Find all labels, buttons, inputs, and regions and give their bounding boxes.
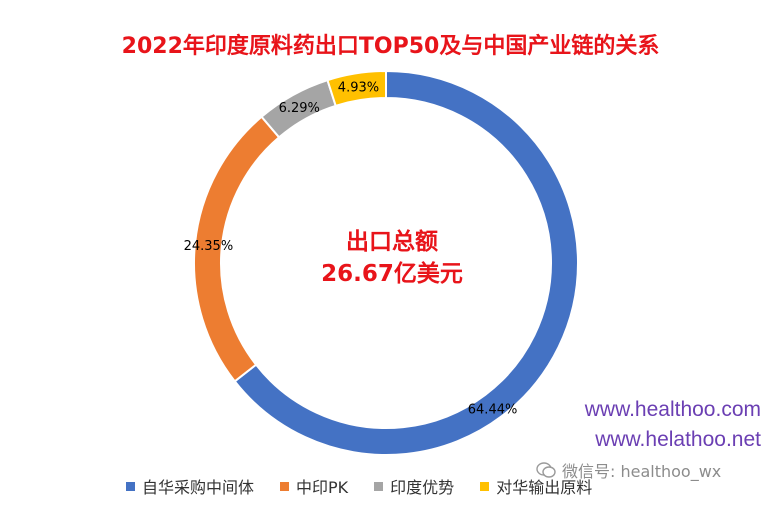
wechat-watermark: 微信号: healthoo_wx xyxy=(536,458,721,482)
slice-label-4: 4.93% xyxy=(338,81,379,96)
watermark-line-2: www.helathoo.net xyxy=(595,428,761,451)
legend-label: 印度优势 xyxy=(390,478,455,497)
legend: 自华采购中间体 中印PK 印度优势 对华输出原料 xyxy=(126,474,592,498)
slice-label-1: 64.44% xyxy=(468,403,518,418)
slice-label-3: 6.29% xyxy=(279,101,320,116)
legend-label: 自华采购中间体 xyxy=(142,478,255,497)
wechat-icon xyxy=(536,462,556,478)
center-value: 26.67亿美元 xyxy=(321,261,463,287)
slice-label-2: 24.35% xyxy=(184,239,234,254)
legend-item-3: 印度优势 xyxy=(374,474,454,498)
legend-swatch xyxy=(374,481,384,491)
legend-item-4: 对华输出原料 xyxy=(480,474,592,498)
legend-swatch xyxy=(126,481,135,491)
center-label: 出口总额 xyxy=(346,229,438,255)
legend-item-1: 自华采购中间体 xyxy=(126,474,254,498)
legend-label: 中印PK xyxy=(296,478,349,497)
watermark-line-1: www.healthoo.com xyxy=(584,398,761,421)
legend-swatch xyxy=(480,481,490,491)
slice-1 xyxy=(233,69,579,456)
legend-item-2: 中印PK xyxy=(280,474,348,498)
slice-4 xyxy=(326,69,387,108)
legend-label: 对华输出原料 xyxy=(496,478,593,497)
legend-swatch xyxy=(280,481,290,491)
wechat-id: 微信号: healthoo_wx xyxy=(562,462,722,481)
chart-title: 2022年印度原料药出口TOP50及与中国产业链的关系 xyxy=(121,34,660,59)
